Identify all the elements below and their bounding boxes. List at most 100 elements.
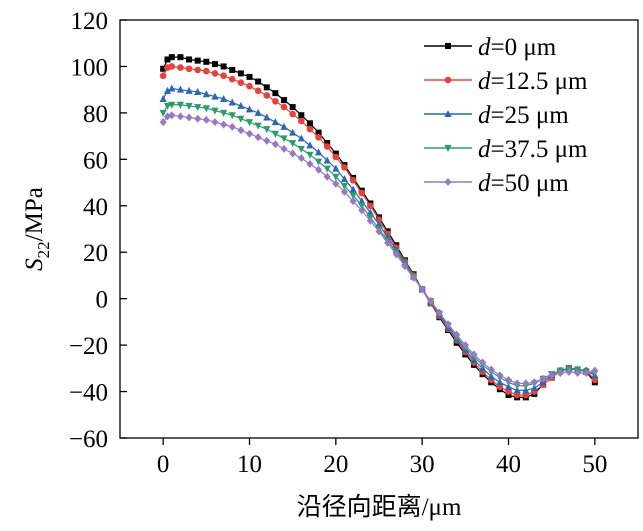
data-point — [530, 384, 538, 392]
data-point — [185, 86, 193, 94]
data-point — [574, 368, 582, 377]
data-point — [340, 183, 349, 191]
data-point — [332, 164, 340, 172]
data-point — [522, 386, 530, 394]
data-point — [306, 151, 314, 159]
data-point — [358, 202, 366, 210]
series-line — [162, 104, 595, 387]
data-point — [255, 78, 262, 85]
data-point — [272, 90, 279, 97]
plot-frame — [119, 19, 639, 439]
data-point — [349, 185, 357, 193]
data-point — [263, 126, 271, 134]
x-tick-label: 30 — [410, 451, 435, 478]
legend-label-value: =37.5 μm — [491, 136, 589, 163]
x-axis: 0 10 20 30 40 50 — [157, 438, 607, 478]
data-point — [341, 164, 348, 171]
data-point — [220, 63, 227, 70]
data-point — [332, 179, 340, 188]
data-point — [565, 367, 573, 376]
data-point — [323, 156, 331, 164]
data-point — [314, 148, 323, 156]
legend-label: d=25 μm — [478, 102, 569, 129]
data-point — [280, 135, 288, 143]
data-point — [487, 365, 495, 374]
data-point — [582, 368, 590, 377]
y-tick-label: 20 — [83, 240, 108, 267]
legend-label: d=50 μm — [478, 170, 569, 197]
data-point — [332, 150, 339, 157]
data-point — [297, 154, 305, 163]
legend-marker — [444, 145, 452, 152]
y-tick-label: −60 — [69, 426, 108, 453]
data-point — [297, 134, 305, 142]
data-point — [177, 64, 184, 71]
data-point — [289, 110, 296, 118]
legend-label-var: d — [478, 102, 491, 129]
data-point — [487, 372, 495, 380]
data-point — [228, 98, 236, 106]
data-point — [237, 79, 245, 86]
data-point — [548, 371, 556, 380]
data-point — [332, 173, 340, 181]
data-point — [263, 136, 271, 145]
data-point — [453, 330, 461, 339]
data-point — [271, 140, 279, 149]
data-point — [164, 56, 171, 63]
data-point — [349, 176, 357, 184]
data-point — [211, 92, 219, 100]
data-point — [168, 111, 176, 120]
data-point — [185, 65, 193, 73]
data-point — [168, 54, 175, 61]
data-point — [340, 187, 348, 196]
data-point — [254, 133, 262, 142]
legend-item: d=25 μm — [424, 102, 569, 129]
data-point — [202, 105, 210, 113]
y-tick-label: 0 — [96, 287, 109, 314]
data-point — [556, 368, 564, 377]
data-point — [228, 122, 236, 131]
legend-label-value: =12.5 μm — [491, 68, 589, 95]
legend-label-value: =0 μm — [491, 34, 557, 61]
legend-item: d=50 μm — [424, 170, 569, 197]
data-point — [384, 238, 392, 247]
y-tick-label: 40 — [83, 194, 108, 221]
x-tick-label: 0 — [157, 451, 170, 478]
data-point — [237, 115, 245, 123]
data-point — [211, 70, 219, 77]
data-point — [418, 285, 426, 294]
data-point — [427, 296, 435, 305]
legend-item: d=0 μm — [424, 34, 557, 61]
data-point — [280, 122, 288, 130]
y-axis-title-main: S — [21, 258, 48, 271]
data-point — [159, 94, 167, 102]
data-point — [323, 172, 331, 181]
legend-label-var: d — [478, 68, 491, 95]
data-point — [349, 197, 357, 206]
series-2 — [159, 84, 599, 394]
y-tick-label: 100 — [71, 54, 109, 81]
data-point — [289, 149, 297, 158]
data-point — [323, 143, 331, 150]
legend-label-value: =50 μm — [491, 170, 570, 197]
data-point — [176, 85, 185, 93]
data-point — [245, 105, 254, 113]
data-point — [194, 114, 202, 123]
data-point — [220, 94, 228, 102]
data-point — [358, 189, 366, 197]
data-point — [324, 140, 331, 147]
data-point — [168, 84, 176, 92]
data-point — [289, 128, 297, 136]
data-point — [237, 126, 245, 135]
data-point — [401, 262, 409, 271]
data-point — [203, 58, 210, 65]
data-point — [237, 70, 244, 77]
data-point — [298, 112, 305, 119]
data-point — [254, 108, 262, 116]
data-point — [306, 159, 314, 168]
data-point — [375, 227, 383, 236]
data-point — [435, 308, 443, 317]
legend: d=0 μmd=12.5 μmd=25 μmd=37.5 μmd=50 μm — [424, 34, 588, 197]
data-point — [504, 382, 513, 390]
data-point — [159, 118, 167, 127]
